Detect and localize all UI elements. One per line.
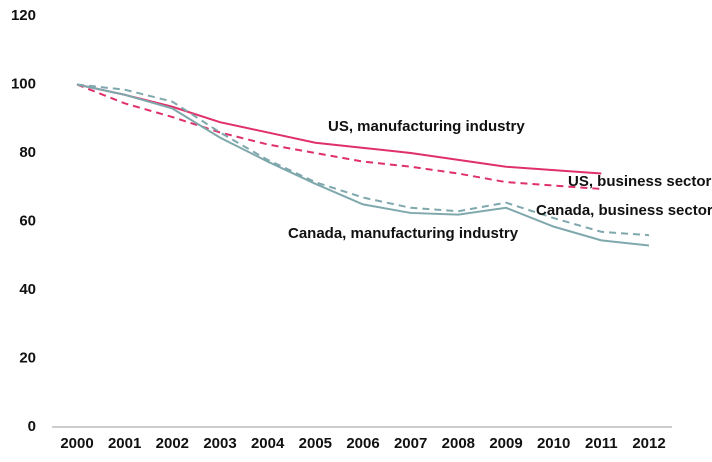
y-tick-label: 120: [11, 7, 36, 24]
y-tick-label: 100: [11, 75, 36, 92]
x-tick-label: 2010: [537, 435, 570, 452]
series-label: Canada, manufacturing industry: [288, 225, 519, 242]
series-label: Canada, business sector: [536, 202, 712, 219]
y-tick-label: 0: [28, 418, 36, 435]
y-tick-label: 40: [19, 281, 36, 298]
y-tick-label: 60: [19, 212, 36, 229]
x-tick-label: 2007: [394, 435, 427, 452]
series-line: [76, 83, 602, 190]
x-tick-label: 2012: [632, 435, 665, 452]
series-label: US, manufacturing industry: [328, 118, 525, 135]
x-tick-label: 2005: [299, 435, 332, 452]
x-tick-label: 2008: [442, 435, 475, 452]
x-tick-label: 2004: [251, 435, 285, 452]
x-tick-label: 2001: [108, 435, 141, 452]
x-tick-label: 2006: [346, 435, 379, 452]
series-line: [76, 83, 650, 237]
x-tick-label: 2009: [489, 435, 522, 452]
series-line: [76, 83, 650, 247]
series-label: US, business sector: [568, 173, 712, 190]
series-line: [76, 83, 602, 175]
y-tick-label: 80: [19, 144, 36, 161]
y-tick-label: 20: [19, 349, 36, 366]
x-tick-label: 2000: [60, 435, 93, 452]
x-tick-label: 2002: [156, 435, 189, 452]
x-tick-label: 2011: [585, 435, 618, 452]
x-tick-label: 2003: [203, 435, 236, 452]
